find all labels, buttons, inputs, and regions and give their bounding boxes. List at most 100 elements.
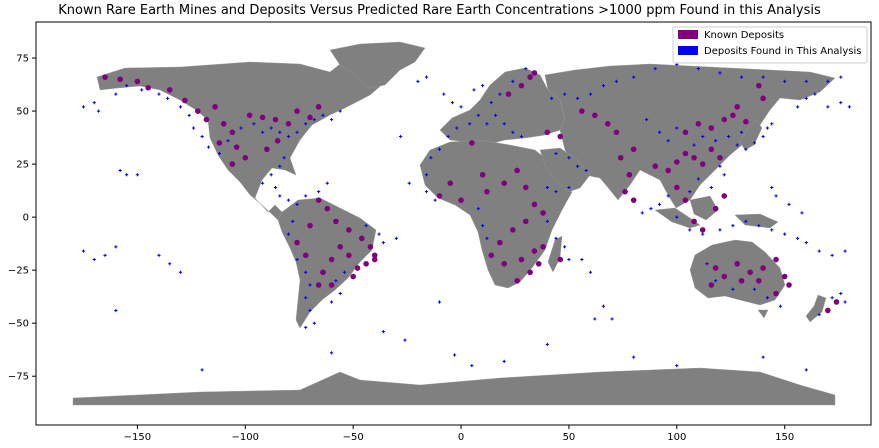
found-deposit-point [239,126,243,130]
known-deposit-point [557,133,564,140]
known-deposit-point [510,227,516,233]
known-deposit-point [833,299,840,305]
known-deposit-point [613,129,620,136]
known-deposit-markers [102,70,840,314]
found-deposit-point [545,342,549,346]
known-deposit-point [743,118,749,125]
land-masses [72,41,836,406]
found-deposit-point [657,130,662,134]
found-deposit-point [286,198,291,202]
found-deposit-point [783,79,787,83]
found-deposit-point [481,224,485,228]
known-deposit-point [246,112,253,119]
known-deposit-point [734,104,741,110]
found-deposit-point [804,96,808,100]
found-deposit-point [96,109,101,113]
known-deposit-point [630,146,637,153]
y-tick-label: −50 [8,319,29,330]
found-deposit-point [817,313,821,317]
found-deposit-point [450,101,455,105]
known-deposit-point [540,244,546,250]
known-deposit-point [781,273,788,280]
known-deposit-point [738,277,745,284]
found-deposit-point [166,96,170,100]
found-deposit-point [796,105,800,109]
known-deposit-point [717,154,723,161]
found-deposit-point [830,296,834,300]
found-deposit-point [839,75,843,79]
found-deposit-point [696,67,700,71]
found-deposit-point [632,75,636,79]
known-deposit-point [363,261,369,267]
found-deposit-point [485,122,489,126]
found-deposit-point [731,224,735,228]
legend: Known Deposits Deposits Found in This An… [672,26,868,64]
known-deposit-point [488,252,495,259]
found-deposit-point [278,164,282,168]
found-deposit-point [705,262,709,266]
x-tick-label: −150 [124,432,151,443]
found-deposit-point [207,145,211,149]
found-deposit-point [817,249,821,253]
known-deposit-point [626,171,633,178]
known-deposit-point [514,277,520,284]
known-deposit-point [712,265,719,271]
known-deposit-point [324,205,331,212]
known-deposit-point [346,252,352,259]
found-deposit-point [118,168,122,173]
known-deposit-point [514,167,520,174]
found-deposit-point [575,96,580,100]
found-deposit-point [429,156,433,160]
found-deposit-point [312,321,316,325]
found-deposit-point [200,368,204,372]
known-deposit-point [272,116,279,123]
found-deposit-point [433,198,437,202]
found-deposit-point [399,134,403,139]
found-deposit-point [545,219,549,223]
known-deposit-point [458,197,464,203]
x-tick-label: 100 [667,432,686,443]
known-deposit-point [497,239,503,246]
madagascar-landmass [547,235,563,273]
found-deposit-point [847,105,852,109]
known-deposit-point [264,146,270,153]
known-deposit-point [285,121,292,127]
borneo-landmass [689,195,719,221]
known-deposit-point [371,252,378,259]
found-deposit-point [140,88,144,92]
found-deposit-point [442,92,446,96]
known-deposit-point [479,171,486,178]
found-deposit-point [498,92,502,96]
found-deposit-point [550,96,554,100]
found-deposit-point [489,101,493,105]
y-axis: 75 50 25 0 −25 −50 −75 [8,54,36,383]
found-deposit-point [364,224,368,228]
found-deposit-point [304,325,308,330]
found-deposit-point [286,232,291,236]
known-deposit-point [756,82,762,89]
known-deposit-point [691,218,697,225]
found-deposit-point [446,134,450,139]
found-deposit-point [291,219,295,223]
known-deposit-point [501,261,508,267]
known-deposit-point [708,125,715,131]
found-deposit-point [757,224,761,228]
known-deposit-point [346,227,352,233]
found-deposit-point [338,291,342,296]
known-deposit-point [229,129,236,136]
found-deposit-point [796,236,800,240]
found-deposit-point [381,240,385,245]
known-deposit-point [259,114,266,121]
found-deposit-point [502,122,506,126]
found-deposit-point [761,355,765,359]
found-deposit-point [519,134,524,139]
known-deposit-point [302,252,309,259]
found-deposit-point [657,202,662,207]
found-deposit-point [273,185,278,190]
known-deposit-point [682,150,689,157]
known-deposit-point [708,146,715,153]
known-deposit-point [695,121,702,127]
found-deposit-point [168,262,172,266]
known-deposit-point [665,167,671,174]
